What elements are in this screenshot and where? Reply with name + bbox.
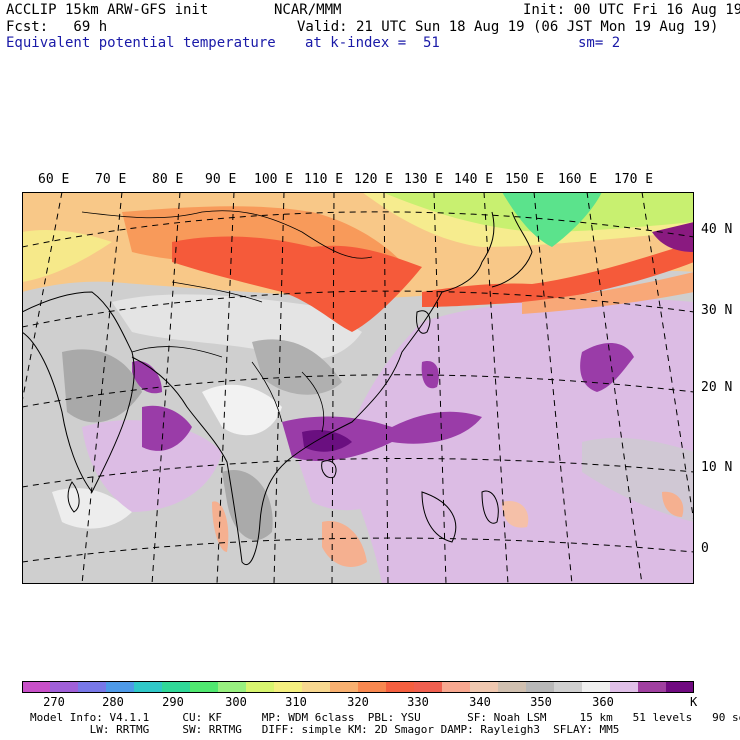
lon-label: 100 E — [254, 172, 294, 187]
field-white — [202, 384, 282, 436]
lon-label: 130 E — [404, 172, 444, 187]
model-info-line1: Model Info: V4.1.1 CU: KF MP: WDM 6class… — [30, 711, 740, 724]
colorbar-cell — [274, 681, 303, 693]
colorbar-cell — [302, 681, 331, 693]
lat-label: 0 — [701, 541, 709, 556]
colorbar-tick: 290 — [162, 695, 184, 709]
colorbar-unit: K — [690, 695, 698, 709]
field-salmon — [212, 501, 229, 552]
colorbar-tick: 320 — [347, 695, 369, 709]
field-red — [172, 236, 422, 332]
lon-label: 140 E — [454, 172, 494, 187]
colorbar-tick: 340 — [469, 695, 491, 709]
lon-label: 60 E — [38, 172, 70, 187]
colorbar-cell — [50, 681, 79, 693]
colorbar-cell — [442, 681, 471, 693]
colorbar-cell — [554, 681, 583, 693]
colorbar-tick: 310 — [285, 695, 307, 709]
field-dark-gray — [62, 349, 142, 423]
colorbar-tick: 350 — [530, 695, 552, 709]
colorbar-cell — [414, 681, 443, 693]
field-lilac — [82, 420, 222, 512]
colorbar-cell — [638, 681, 667, 693]
init-time: Init: 00 UTC Fri 16 Aug 19 — [523, 2, 740, 18]
field-dark-purple — [652, 222, 694, 252]
colorbar-tick: 300 — [225, 695, 247, 709]
lat-label: 10 N — [701, 460, 733, 475]
colorbar-cell — [330, 681, 359, 693]
forecast-hour: Fcst: 69 h — [6, 19, 108, 35]
colorbar-cell — [162, 681, 191, 693]
colorbar-cell — [218, 681, 247, 693]
field-light-gray — [112, 294, 362, 361]
field-white — [52, 488, 132, 529]
lat-label: 30 N — [701, 303, 733, 318]
field-orange — [522, 272, 694, 314]
colorbar-cell — [190, 681, 219, 693]
lon-label: 120 E — [354, 172, 394, 187]
field-purple — [142, 405, 192, 451]
colorbar-cell — [470, 681, 499, 693]
lon-label: 170 E — [614, 172, 654, 187]
colorbar-tick: 270 — [43, 695, 65, 709]
colorbar-cell — [582, 681, 611, 693]
field-dark-purple — [302, 430, 352, 452]
field-salmon — [322, 521, 367, 567]
lat-label: 40 N — [701, 222, 733, 237]
colorbar-tick: 330 — [407, 695, 429, 709]
field-purple — [580, 342, 634, 392]
lon-label: 110 E — [304, 172, 344, 187]
colorbar-cell — [134, 681, 163, 693]
theta-e-map — [22, 192, 694, 584]
field-purple — [132, 361, 162, 394]
colorbar-cell — [358, 681, 387, 693]
colorbar-cell — [246, 681, 275, 693]
lon-label: 90 E — [205, 172, 237, 187]
model-title: ACCLIP 15km ARW-GFS init — [6, 2, 209, 18]
field-red — [422, 242, 694, 307]
field-salmon — [502, 501, 529, 528]
field-dark-gray — [252, 339, 342, 395]
colorbar-tick: 360 — [592, 695, 614, 709]
lon-label: 70 E — [95, 172, 127, 187]
colorbar-cell — [526, 681, 555, 693]
field-name: Equivalent potential temperature — [6, 35, 276, 51]
colorbar-cell — [78, 681, 107, 693]
smoothing-label: sm= 2 — [578, 35, 621, 51]
org-label: NCAR/MMM — [274, 2, 342, 18]
colorbar-cell — [106, 681, 135, 693]
lon-label: 150 E — [505, 172, 545, 187]
colorbar-cell — [666, 681, 694, 693]
level-label: at k-index = 51 — [305, 35, 440, 51]
colorbar-cell — [386, 681, 415, 693]
model-info-line2: LW: RRTMG SW: RRTMG DIFF: simple KM: 2D … — [30, 723, 620, 736]
colorbar-cell — [610, 681, 639, 693]
lon-label: 80 E — [152, 172, 184, 187]
valid-time: Valid: 21 UTC Sun 18 Aug 19 (06 JST Mon … — [297, 19, 719, 35]
lat-label: 20 N — [701, 380, 733, 395]
latlon-grid — [22, 192, 694, 584]
colorbar-tick: 280 — [102, 695, 124, 709]
field-salmon — [662, 491, 684, 517]
colorbar-cell — [22, 681, 51, 693]
colorbar — [22, 681, 694, 693]
borders — [81, 210, 373, 433]
colorbar-cell — [498, 681, 527, 693]
lon-label: 160 E — [558, 172, 598, 187]
